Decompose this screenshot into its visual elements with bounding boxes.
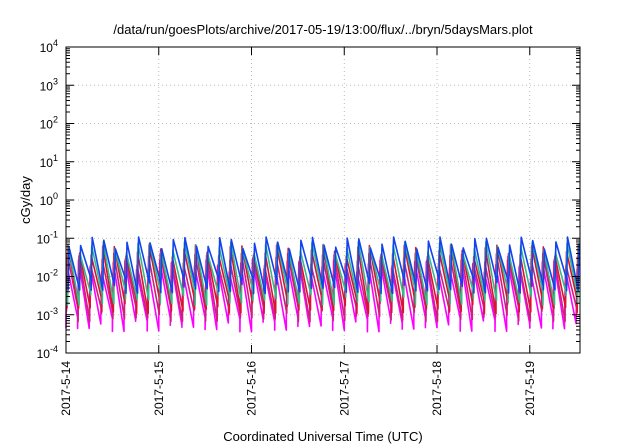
x-tick-label: 2017-5-14 — [59, 361, 73, 416]
y-tick-label: 103 — [40, 76, 58, 93]
y-tick-label: 10-4 — [37, 344, 58, 361]
chart-title: /data/run/goesPlots/archive/2017-05-19/1… — [113, 22, 533, 37]
x-tick-label: 2017-5-18 — [430, 361, 444, 416]
y-tick-label: 102 — [40, 115, 58, 132]
series-line — [67, 236, 580, 295]
x-axis-label: Coordinated Universal Time (UTC) — [223, 429, 422, 444]
y-tick-label: 100 — [40, 191, 58, 208]
y-tick-label: 101 — [40, 153, 58, 170]
x-tick-label: 2017-5-15 — [152, 361, 166, 416]
grid — [65, 47, 580, 353]
x-axis: 2017-5-14 2017-5-15 2017-5-16 2017-5-17 2017… — [59, 47, 537, 416]
x-tick-label: 2017-5-17 — [337, 361, 351, 416]
x-tick-label: 2017-5-19 — [523, 361, 537, 416]
y-tick-label: 10-3 — [37, 306, 58, 323]
y-tick-label: 104 — [40, 38, 58, 55]
y-axis: 10-4 10-3 10-2 10-1 100 101 102 103 104 — [37, 38, 580, 361]
y-tick-label: 10-2 — [37, 268, 58, 285]
y-axis-label: cGy/day — [18, 176, 33, 224]
y-tick-label: 10-1 — [37, 229, 58, 246]
plot-series — [65, 236, 580, 333]
x-tick-label: 2017-5-16 — [245, 361, 259, 416]
